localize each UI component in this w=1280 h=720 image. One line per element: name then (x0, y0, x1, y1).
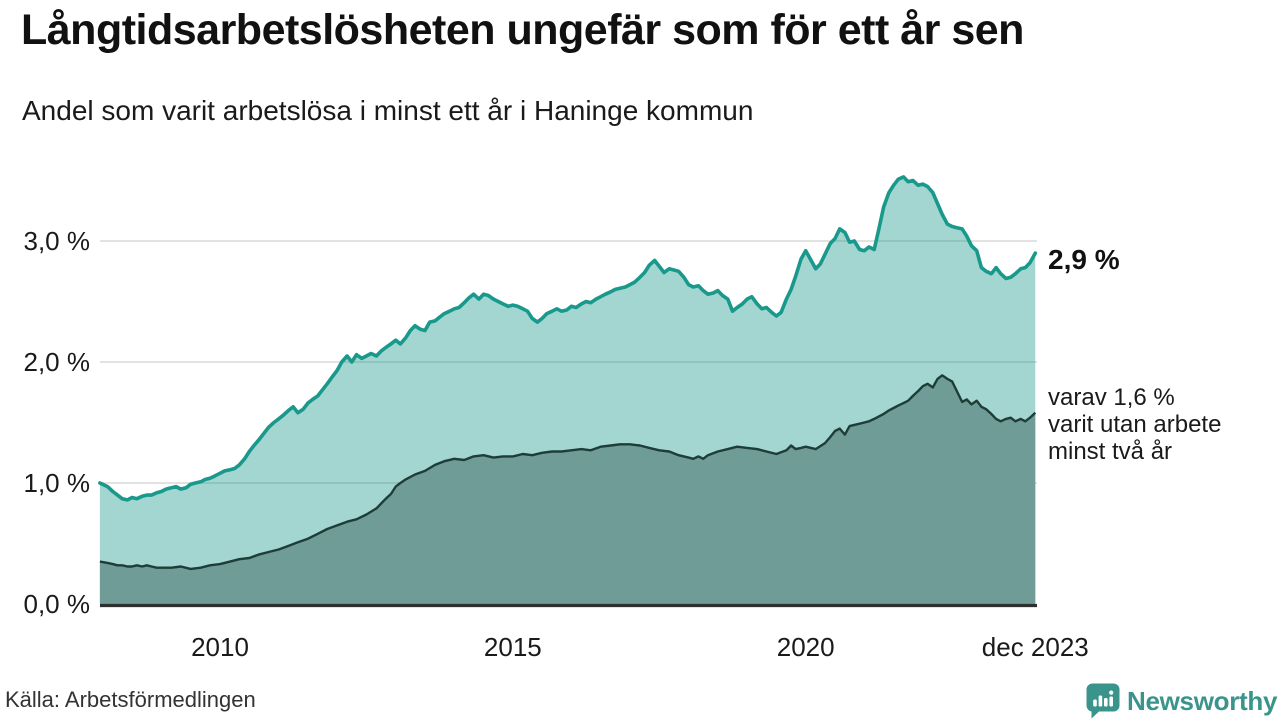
source-credit: Källa: Arbetsförmedlingen (5, 687, 256, 712)
latest-value-label: 2,9 % (1048, 244, 1120, 275)
line-total (98, 175, 1038, 502)
x-tick-label: dec 2023 (981, 632, 1089, 662)
x-tick-label: 2015 (483, 632, 542, 662)
page-title: Långtidsarbetslösheten ungefär som för e… (21, 6, 1024, 54)
area-subset (99, 375, 1036, 604)
subset-annotation: varav 1,6 % varit utan arbete minst två … (1048, 384, 1221, 465)
y-tick-label: 0,0 % (23, 589, 91, 619)
brand-name: Newsworthy (1127, 686, 1278, 716)
newsworthy-icon (1086, 683, 1120, 719)
x-tick-label: 2020 (776, 632, 835, 662)
y-tick-label: 1,0 % (23, 468, 91, 498)
line-subset (99, 374, 1037, 571)
y-tick-label: 3,0 % (23, 226, 91, 256)
x-tick-label: 2010 (191, 632, 249, 662)
brand-logo: Newsworthy (1086, 683, 1277, 719)
subset-annotation-line1: varav 1,6 % (1048, 384, 1175, 411)
subset-annotation-line2: varit utan arbete (1048, 411, 1222, 438)
subset-annotation-line3: minst två år (1048, 438, 1173, 465)
page-subtitle: Andel som varit arbetslösa i minst ett å… (22, 95, 754, 126)
y-tick-label: 2,0 % (23, 347, 91, 377)
